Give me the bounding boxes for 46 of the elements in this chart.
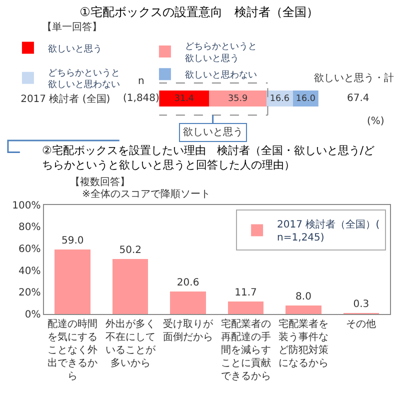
x-tick-label: その他	[346, 318, 376, 330]
x-tick-label: 外出が多く不在にしていることが多いから	[105, 318, 156, 370]
text: 【複数回答】	[70, 176, 130, 188]
legend-label: どちらかというと欲しいと思う	[184, 42, 257, 64]
data-label: 8.0	[296, 291, 312, 302]
y-tick-label: 20%	[18, 288, 41, 299]
data-label: 11.7	[234, 287, 257, 298]
text: (%)	[367, 116, 384, 127]
chart-title: ①宅配ボックスの設置意向 検討者（全国）	[80, 5, 318, 20]
x-tick-label: 受け取りが面倒だから	[163, 318, 214, 344]
annotation: (1,848)	[123, 93, 160, 104]
data-label: 50.2	[119, 245, 142, 256]
data-label: 0.3	[353, 298, 370, 310]
y-tick-label: 2017 検討者 (全国)	[20, 93, 110, 106]
text: ※全体のスコアで降順ソート	[82, 188, 210, 200]
text: n	[138, 76, 144, 87]
y-tick-label: 80%	[18, 222, 41, 234]
data-label: 16.6	[270, 94, 290, 104]
text: 【単一回答】	[42, 21, 102, 33]
bar	[228, 301, 264, 314]
bar	[170, 292, 206, 314]
y-tick-label: 0%	[24, 310, 41, 321]
chart-title: ②宅配ボックスを設置したい理由 検討者（全国・欲しいと思う/どちらかというと欲しいと思うと回答した人の理由）	[42, 144, 375, 172]
y-tick-label: 100%	[12, 200, 41, 212]
bar	[286, 305, 322, 314]
x-tick-label: 宅配業者を装う事件など防犯対策になるから	[278, 318, 328, 370]
x-tick-label: 宅配業者の再配達の手間を減らすことに貢献できるから	[220, 318, 271, 382]
bar	[159, 90, 210, 106]
data-label: 59.0	[62, 236, 84, 247]
data-label: 16.0	[296, 94, 316, 104]
bar	[209, 90, 266, 106]
bar	[54, 250, 91, 314]
annotation: 欲しいと思う	[183, 127, 243, 138]
legend-label: 2017 検討者（全国）(n=1,245)	[277, 218, 380, 244]
x-tick-label: 配達の時間を気にすることなく外出できるから	[48, 318, 98, 382]
data-label: 35.9	[228, 94, 248, 104]
legend-label: どちらかというと欲しいと思わない	[48, 68, 120, 90]
legend-label: 欲しいと思う	[48, 43, 102, 54]
data-label: 20.6	[176, 278, 200, 289]
legend-label: 欲しいと思わない	[184, 70, 257, 81]
annotation: 欲しいと思う・計	[314, 72, 394, 84]
data-label: 31.4	[174, 94, 194, 104]
y-tick-label: 40%	[18, 266, 41, 277]
text: 67.4	[347, 93, 370, 104]
y-tick-label: 60%	[18, 244, 41, 256]
bar	[112, 259, 148, 314]
